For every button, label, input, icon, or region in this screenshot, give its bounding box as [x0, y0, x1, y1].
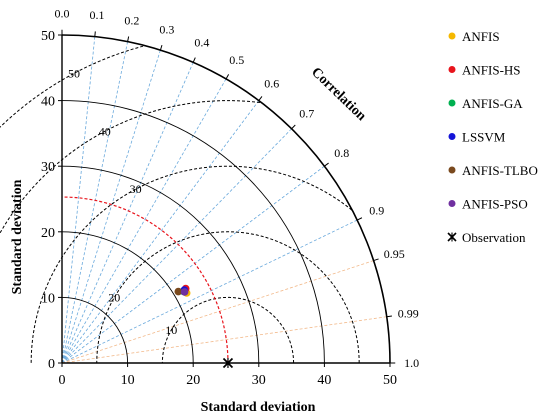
rmsd-circle-20	[96, 231, 360, 364]
legend-label-anfis-pso: ANFIS-PSO	[462, 197, 528, 212]
rmsd-label-30: 30	[130, 182, 142, 196]
legend-marker-anfis-pso	[448, 200, 456, 207]
correlation-line-0.99	[61, 316, 387, 364]
corr-label-0.1: 0.1	[90, 8, 105, 22]
y-tick-label-50: 50	[41, 29, 55, 44]
rmsd-label-40: 40	[99, 124, 111, 138]
corr-label-1.0: 1.0	[404, 356, 419, 370]
corr-tick-0.9	[356, 217, 363, 221]
rmsd-circle-30	[30, 165, 353, 364]
y-tick-label-0: 0	[48, 357, 55, 372]
legend-label-anfis-ga: ANFIS-GA	[462, 96, 523, 111]
corr-tick-0.3	[159, 44, 163, 51]
std-circle-40	[61, 100, 325, 364]
corr-label-0.0: 0.0	[55, 6, 70, 20]
x-tick-label-0: 0	[59, 373, 66, 388]
legend-marker-anfis-ga	[448, 99, 456, 107]
correlation-line-0.9	[61, 219, 358, 364]
corr-label-0.9: 0.9	[369, 204, 384, 218]
corr-tick-0.7	[291, 124, 296, 130]
rmsd-circle-50	[0, 45, 144, 128]
outer-arc	[61, 34, 391, 364]
rmsd-label-10: 10	[165, 323, 177, 337]
y-tick-label-20: 20	[41, 226, 55, 241]
legend-label-observation: Observation	[462, 230, 526, 245]
y-tick-label-10: 10	[41, 291, 55, 306]
point-anfis-tlbo	[174, 287, 183, 296]
corr-label-0.95: 0.95	[384, 247, 405, 261]
correlation-line-0.2	[61, 41, 128, 364]
correlation-line-0.6	[61, 100, 260, 364]
legend-marker-anfis-hs	[448, 66, 456, 73]
point-anfis-pso	[180, 288, 189, 296]
legend-marker-anfis-tlbo	[448, 166, 456, 174]
axes-layer	[58, 29, 396, 367]
legend-label-anfis-hs: ANFIS-HS	[462, 63, 521, 78]
std-circle-30	[61, 165, 260, 364]
x-tick-label-50: 50	[383, 373, 397, 388]
legend-marker-lssvm	[448, 133, 456, 140]
corr-label-0.6: 0.6	[264, 76, 279, 90]
correlation-line-0.4	[61, 62, 194, 364]
correlation-line-0.3	[61, 49, 161, 364]
std-circle-10	[61, 296, 129, 364]
legend-label-anfis: ANFIS	[462, 29, 500, 44]
correlation-line-0.95	[61, 260, 374, 364]
corr-label-0.2: 0.2	[124, 13, 139, 27]
corr-tick-0.2	[127, 36, 130, 42]
x-tick-label-30: 30	[252, 373, 266, 388]
corr-tick-0.1	[94, 31, 96, 37]
y-tick-label-30: 30	[41, 160, 55, 175]
rmsd-label-50: 50	[68, 66, 80, 80]
legend-marker-observation	[447, 232, 457, 242]
x-tick-label-40: 40	[317, 373, 331, 388]
corr-tick-0.6	[258, 96, 263, 101]
corr-label-0.8: 0.8	[334, 146, 349, 160]
rmsd-circle-40	[0, 100, 261, 235]
legend-label-lssvm: LSSVM	[462, 130, 506, 145]
rmsd-label-20: 20	[108, 290, 120, 304]
legend-marker-anfis	[448, 32, 456, 40]
corr-tick-0.5	[225, 74, 230, 80]
reference-std-arc	[61, 196, 229, 364]
corr-label-0.5: 0.5	[229, 53, 244, 67]
corr-label-0.99: 0.99	[398, 307, 419, 321]
legend-label-anfis-tlbo: ANFIS-TLBO	[462, 163, 538, 178]
x-axis-title: Standard deviation	[201, 400, 316, 415]
x-tick-label-10: 10	[121, 373, 135, 388]
corr-label-0.4: 0.4	[194, 36, 209, 50]
y-axis-title: Standard deviation	[10, 179, 25, 294]
data-points	[174, 284, 234, 369]
corr-tick-0.99	[386, 315, 392, 318]
grid-layer	[0, 36, 387, 364]
correlation-line-0.8	[61, 165, 325, 364]
corr-tick-0.8	[324, 162, 329, 167]
observation-marker	[222, 357, 234, 369]
std-circle-20	[61, 231, 194, 364]
corr-label-0.3: 0.3	[159, 23, 174, 37]
x-tick-label-20: 20	[186, 373, 200, 388]
y-tick-label-40: 40	[41, 95, 55, 110]
corr-label-0.7: 0.7	[299, 106, 314, 120]
legend: ANFIS ANFIS-HS ANFIS-GA LSSVM ANFIS-TLBO ANFI…	[447, 29, 538, 245]
corr-tick-0.4	[192, 57, 196, 63]
rmsd-circle-10	[161, 296, 295, 363]
correlation-arc-title: Correlation	[308, 65, 369, 124]
corr-tick-0.95	[373, 258, 379, 262]
